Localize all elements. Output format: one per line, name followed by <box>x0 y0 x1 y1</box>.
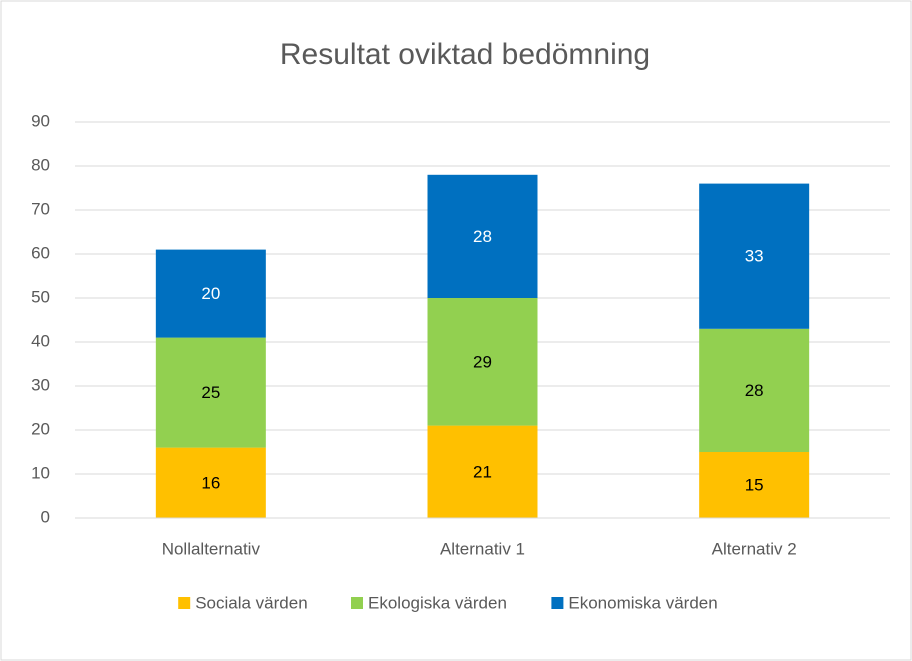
y-tick-label: 10 <box>31 463 50 482</box>
y-tick-label: 80 <box>31 155 50 174</box>
legend-label: Sociala värden <box>195 593 307 612</box>
bar-segment <box>427 298 538 426</box>
legend-label: Ekonomiska värden <box>568 593 717 612</box>
y-tick-label: 30 <box>31 375 50 394</box>
x-tick-label: Alternativ 1 <box>440 539 525 558</box>
data-label: 21 <box>473 462 492 481</box>
data-label: 16 <box>201 473 220 492</box>
y-tick-label: 60 <box>31 243 50 262</box>
legend-swatch <box>551 597 564 609</box>
data-label: 20 <box>201 284 220 303</box>
data-label: 28 <box>473 227 492 246</box>
legend-swatch <box>351 597 363 609</box>
y-tick-label: 0 <box>41 507 50 526</box>
data-label: 29 <box>473 352 492 371</box>
bar-segment <box>155 337 266 448</box>
y-tick-label: 70 <box>31 199 50 218</box>
bar-segment <box>699 328 810 452</box>
legend-label: Ekologiska värden <box>368 593 507 612</box>
y-tick-label: 40 <box>31 331 50 350</box>
data-label: 28 <box>745 381 764 400</box>
y-tick-label: 50 <box>31 287 50 306</box>
chart-title: Resultat oviktad bedömning <box>280 38 650 71</box>
bar-segment <box>155 249 266 338</box>
bar-segment <box>699 452 810 518</box>
bar-segment <box>427 425 538 518</box>
data-label: 25 <box>201 383 220 402</box>
bar-segment <box>699 183 810 329</box>
data-label: 15 <box>745 475 764 494</box>
x-tick-label: Alternativ 2 <box>712 539 797 558</box>
bar-segment <box>427 174 538 298</box>
x-tick-label: Nollalternativ <box>162 539 261 558</box>
bar-segment <box>155 447 266 518</box>
y-tick-label: 90 <box>31 111 50 130</box>
data-label: 33 <box>745 247 764 266</box>
legend-swatch <box>178 597 191 609</box>
y-tick-label: 20 <box>31 419 50 438</box>
